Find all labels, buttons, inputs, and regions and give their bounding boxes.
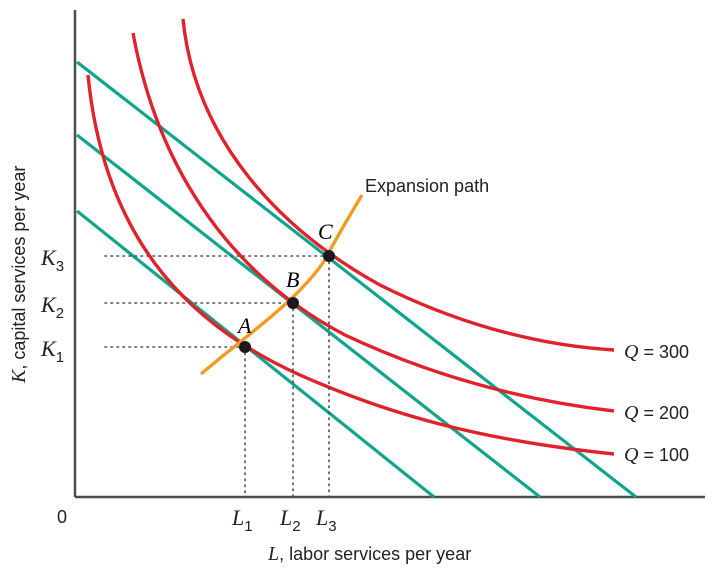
expansion-path-curve	[199, 194, 364, 376]
point-b-marker	[287, 297, 299, 309]
point-a-marker	[239, 341, 251, 353]
tangency-points	[239, 250, 335, 353]
x-axis-title: L, labor services per year	[267, 543, 471, 565]
l2-tick-label: L2	[279, 505, 301, 535]
l1-tick-label: L1	[231, 505, 253, 535]
expansion-path-label: Expansion path	[365, 176, 489, 196]
point-c-label: C	[318, 219, 333, 244]
guide-lines	[104, 255, 330, 498]
y-axis-title: K, capital services per year	[8, 166, 30, 384]
isoquant-curve-200	[131, 32, 615, 413]
isoquant-curves	[86, 18, 615, 456]
isoquant-curve-100	[86, 74, 615, 456]
axes	[73, 10, 705, 499]
isocost-line-3	[76, 60, 637, 499]
point-c-marker	[323, 250, 335, 262]
point-a-label: A	[236, 313, 252, 338]
l3-tick-label: L3	[315, 505, 337, 535]
isocost-line-2	[76, 133, 541, 499]
isoquant-curve-300	[181, 18, 615, 352]
k2-tick-label: K2	[40, 292, 64, 322]
isoquant-label-100: Q = 100	[624, 444, 689, 466]
isoquant-label-300: Q = 300	[624, 341, 689, 363]
origin-label: 0	[57, 507, 67, 527]
point-b-label: B	[286, 267, 299, 292]
k3-tick-label: K3	[40, 245, 64, 275]
k1-tick-label: K1	[40, 336, 64, 366]
isoquant-label-200: Q = 200	[624, 402, 689, 424]
